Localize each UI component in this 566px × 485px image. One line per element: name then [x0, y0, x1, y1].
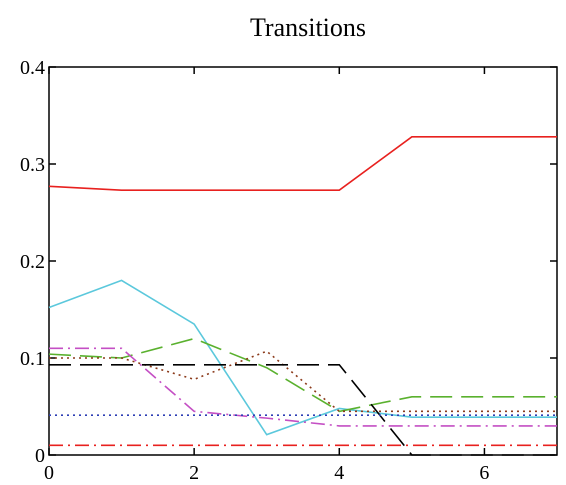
x-tick-label: 2: [189, 462, 199, 484]
series-line-1: [48, 136, 557, 191]
y-tick-label: 0.1: [20, 348, 45, 370]
y-tick-label: 0.4: [20, 57, 45, 79]
series-line-6: [49, 363, 557, 456]
x-tick-label: 4: [334, 462, 344, 484]
x-tick-label: 6: [479, 462, 489, 484]
series-line-3: [48, 337, 557, 413]
series-line-4: [49, 347, 557, 427]
series-line-2: [48, 279, 557, 436]
tick-labels: 0 2 4 6 0 0.1 0.2 0.3 0.4: [20, 57, 489, 484]
x-tick-label: 0: [44, 462, 54, 484]
y-tick-label: 0.2: [20, 251, 45, 273]
chart-title: Transitions: [250, 13, 366, 42]
series-layer: [48, 136, 557, 456]
series-line-5: [49, 350, 557, 413]
y-tick-label: 0: [35, 445, 45, 467]
y-tick-label: 0.3: [20, 154, 45, 176]
